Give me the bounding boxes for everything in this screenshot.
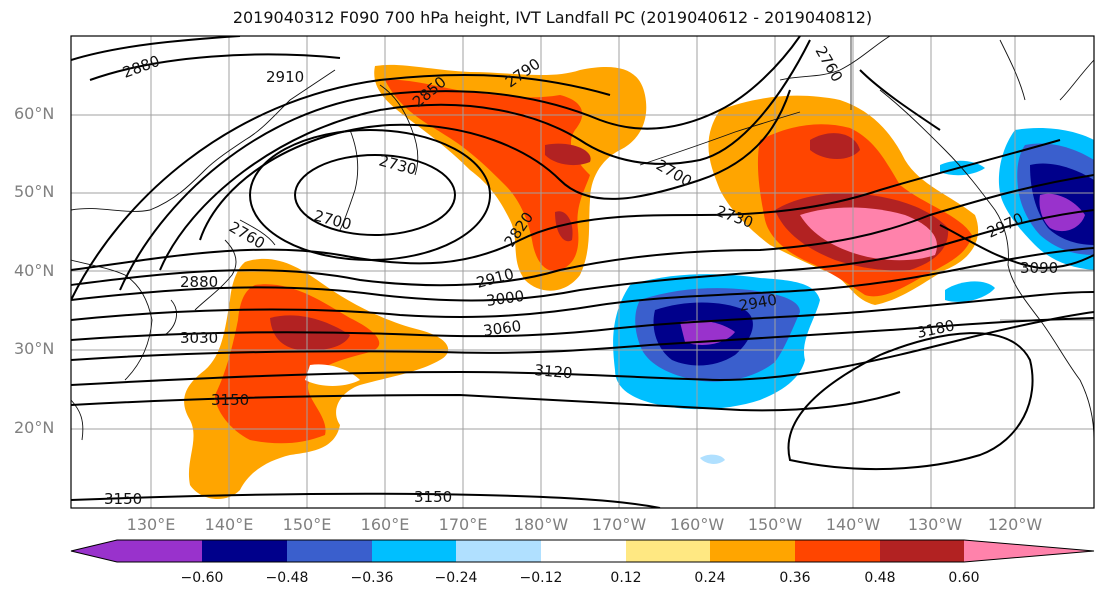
- lat-label: 50°N: [14, 182, 55, 201]
- lon-label: 150°W: [747, 515, 803, 534]
- colorbar-tick: 0.48: [864, 570, 896, 586]
- lat-label: 40°N: [14, 261, 55, 280]
- contour-label: 2910: [266, 68, 304, 86]
- lon-label: 130°W: [907, 515, 963, 534]
- contour-label: 3150: [414, 488, 452, 506]
- map-title: 2019040312 F090 700 hPa height, IVT Land…: [232, 8, 873, 27]
- colorbar-swatch: [287, 540, 372, 562]
- colorbar-swatch: [626, 540, 710, 562]
- lon-label: 150°E: [282, 515, 332, 534]
- lon-label: 180°W: [513, 515, 569, 534]
- contour-labels: 2880 2910 2850 2790 2760 2730 2700 2760 …: [104, 43, 1058, 508]
- colorbar-swatch: [456, 540, 541, 562]
- colorbar-tick: −0.60: [180, 570, 224, 586]
- colorbar-tick: 0.12: [610, 570, 642, 586]
- lon-label: 170°E: [438, 515, 488, 534]
- height-contours: [71, 36, 1094, 508]
- colorbar-tick: 0.60: [948, 570, 980, 586]
- lat-label: 30°N: [14, 339, 55, 358]
- lon-label: 160°W: [669, 515, 725, 534]
- contour-label: 2730: [377, 151, 419, 178]
- contour-label: 3120: [534, 361, 574, 382]
- contour-label: 2880: [120, 52, 162, 82]
- contour-label: 2760: [812, 43, 847, 85]
- lon-label: 130°E: [126, 515, 176, 534]
- colorbar-tick: 0.36: [779, 570, 811, 586]
- lon-label: 140°E: [204, 515, 254, 534]
- lat-label: 20°N: [14, 418, 55, 437]
- colorbar-extend-high: [964, 540, 1094, 562]
- lon-label: 140°W: [825, 515, 881, 534]
- colorbar-tick: −0.48: [265, 570, 309, 586]
- contour-label: 3150: [211, 391, 249, 409]
- colorbar-swatch: [880, 540, 964, 562]
- contour-label: 2970: [984, 209, 1026, 241]
- colorbar-swatch: [202, 540, 287, 562]
- lon-label: 160°E: [360, 515, 410, 534]
- contour-label: 3150: [104, 490, 142, 508]
- contour-label: 3090: [1020, 259, 1058, 277]
- lon-label: 170°W: [591, 515, 647, 534]
- contour-label: 3180: [915, 316, 956, 342]
- contour-label: 2880: [180, 273, 218, 291]
- colorbar-swatch: [710, 540, 795, 562]
- contour-label: 3000: [485, 287, 525, 310]
- colorbar-swatch: [795, 540, 880, 562]
- colorbar-extend-low: [71, 540, 117, 562]
- lon-label: 120°W: [987, 515, 1043, 534]
- colorbar-tick: −0.36: [350, 570, 394, 586]
- contour-label: 3060: [482, 317, 522, 340]
- map-frame: [70, 35, 1095, 509]
- colorbar-swatch: [117, 540, 202, 562]
- colorbar-tick: −0.12: [519, 570, 563, 586]
- colorbar-tick: 0.24: [694, 570, 726, 586]
- lat-label: 60°N: [14, 104, 55, 123]
- colorbar-swatch: [541, 540, 626, 562]
- colorbar-tick: −0.24: [434, 570, 478, 586]
- map-plot-area: 2880 2910 2850 2790 2760 2730 2700 2760 …: [71, 36, 1094, 508]
- colorbar: [70, 539, 1095, 563]
- contour-label: 3030: [180, 329, 218, 347]
- colorbar-swatch: [372, 540, 456, 562]
